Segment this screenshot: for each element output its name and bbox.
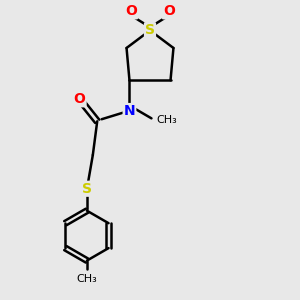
Text: CH₃: CH₃ [157, 115, 178, 125]
Text: O: O [163, 4, 175, 18]
Text: S: S [145, 23, 155, 38]
Text: O: O [125, 4, 137, 18]
Text: S: S [82, 182, 92, 196]
Text: O: O [74, 92, 85, 106]
Text: N: N [124, 104, 135, 118]
Text: CH₃: CH₃ [76, 274, 97, 284]
